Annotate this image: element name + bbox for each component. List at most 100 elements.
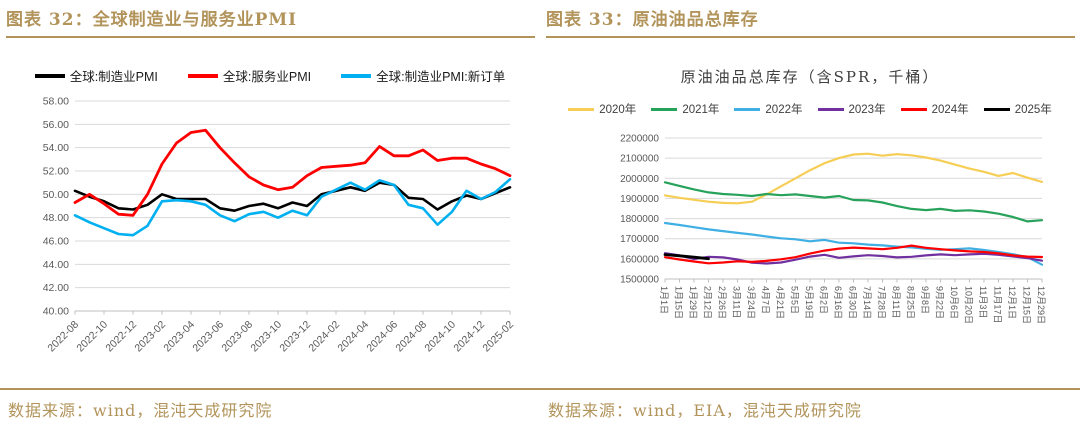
x-tick-label: 2024-10 <box>422 319 458 355</box>
x-tick-label: 2024-08 <box>393 319 429 355</box>
x-tick-label: 6月30日 <box>848 286 858 319</box>
x-tick-label: 2024-04 <box>335 319 371 355</box>
x-tick-label: 7月28日 <box>877 286 887 319</box>
x-tick-label: 3月24日 <box>746 286 756 319</box>
legend-item-2023年: 2023年 <box>817 101 886 117</box>
oil-inventory-line-chart: 2200000 2100000 2000000 1900000 1800000 17000… <box>620 134 1046 325</box>
y-tick-label: 2100000 <box>620 154 659 165</box>
series-line-2025年 <box>663 253 710 261</box>
figure-32-data-source: 数据来源：wind，混沌天成研究院 <box>8 401 273 420</box>
x-tick-label: 2024-06 <box>364 319 400 355</box>
figure-33-panel: 图表 33：原油油品总库存 原油油品总库存（含SPR，千桶） 2020年 2021… <box>540 0 1080 426</box>
x-tick-label: 2022-08 <box>45 319 81 355</box>
legend-swatch <box>34 73 65 78</box>
x-tick-label: 2023-08 <box>219 319 255 355</box>
legend-swatch <box>983 107 1010 111</box>
series-line-2020年 <box>663 152 1044 205</box>
x-tick-label: 8月11日 <box>891 286 901 318</box>
figure-32-panel: 图表 32：全球制造业与服务业PMI 全球:制造业PMI 全球:服务业PMI 全球:… <box>0 5 540 420</box>
y-tick-label: 1600000 <box>620 254 659 265</box>
y-tick-label: 54.00 <box>43 142 69 154</box>
y-tick-label: 1700000 <box>620 234 659 245</box>
x-tick-label: 11月3日 <box>978 286 988 318</box>
y-tick-label: 2000000 <box>620 174 659 185</box>
x-tick-label: 9月22日 <box>935 286 945 319</box>
y-tick-label: 2200000 <box>620 134 659 145</box>
legend-label: 2023年 <box>848 104 886 116</box>
y-tick-label: 52.00 <box>43 166 69 178</box>
x-tick-label: 2023-04 <box>161 319 197 355</box>
legend-item-全球:制造业PMI: 全球:制造业PMI <box>34 66 158 85</box>
y-tick-label: 44.00 <box>43 259 69 271</box>
legend-item-2020年: 2020年 <box>568 101 636 117</box>
x-tick-label: 2022-12 <box>103 319 139 355</box>
x-tick-label: 2024-12 <box>451 319 487 355</box>
x-tick-label: 2025-02 <box>480 319 516 355</box>
series-line-全球:制造业PMI:新订单 <box>73 177 512 237</box>
legend-label: 全球:制造业PMI <box>69 70 158 84</box>
legend-label: 全球:服务业PMI <box>222 70 312 84</box>
x-tick-label: 1月29日 <box>688 286 698 319</box>
legend-label: 全球:制造业PMI:新订单 <box>376 70 506 84</box>
x-tick-label: 12月15日 <box>1022 286 1032 324</box>
x-tick-label: 4月21日 <box>775 286 785 319</box>
x-tick-label: 3月11日 <box>732 286 742 318</box>
legend-item-全球:制造业PMI:新订单: 全球:制造业PMI:新订单 <box>341 66 505 85</box>
y-tick-label: 1500000 <box>620 275 659 286</box>
series-line-全球:服务业PMI <box>73 128 512 217</box>
legend-item-全球:服务业PMI: 全球:服务业PMI <box>187 66 312 85</box>
x-tick-label: 2024-02 <box>306 319 342 355</box>
y-tick-label: 48.00 <box>43 212 69 224</box>
x-tick-label: 2月26日 <box>717 286 727 319</box>
x-tick-label: 1月1日 <box>659 286 669 314</box>
y-tick-label: 42.00 <box>43 282 69 294</box>
y-tick-label: 58.00 <box>43 96 69 108</box>
x-tick-label: 10月6日 <box>949 286 959 319</box>
legend-swatch <box>900 107 927 111</box>
figure-33-data-source: 数据来源：wind，EIA，混沌天成研究院 <box>548 401 862 420</box>
x-tick-label: 5月19日 <box>804 286 814 319</box>
x-tick-label: 10月20日 <box>964 286 974 324</box>
x-tick-label: 6月2日 <box>819 286 829 314</box>
legend-swatch <box>817 107 844 111</box>
x-tick-label: 4月7日 <box>761 286 771 314</box>
x-tick-label: 9月8日 <box>920 286 930 314</box>
x-tick-label: 2023-12 <box>277 319 313 355</box>
x-tick-label: 7月14日 <box>862 286 872 319</box>
x-tick-label: 2月12日 <box>703 286 713 319</box>
y-tick-label: 1800000 <box>620 214 659 225</box>
x-tick-label: 1月15日 <box>674 286 684 319</box>
series-line-2024年 <box>663 244 1044 265</box>
x-tick-label: 12月1日 <box>1007 286 1017 319</box>
series-line-2023年 <box>663 252 1044 265</box>
legend-item-2024年: 2024年 <box>900 101 969 117</box>
series-line-全球:制造业PMI <box>73 181 512 212</box>
figure-33-caption: 图表 33：原油油品总库存 <box>546 5 1075 38</box>
figure-32-caption: 图表 32：全球制造业与服务业PMI <box>6 5 535 38</box>
x-tick-label: 2022-10 <box>74 319 110 355</box>
series-line-2022年 <box>663 221 1044 266</box>
legend-swatch <box>568 107 595 111</box>
pmi-chart-legend: 全球:制造业PMI 全球:服务业PMI 全球:制造业PMI:新订单 <box>0 66 540 85</box>
x-tick-label: 6月16日 <box>833 286 843 319</box>
x-tick-label: 5月5日 <box>790 286 800 314</box>
x-tick-label: 8月25日 <box>906 286 916 319</box>
y-tick-label: 1900000 <box>620 194 659 205</box>
y-tick-label: 50.00 <box>43 189 69 201</box>
x-tick-label: 2023-02 <box>132 319 168 355</box>
legend-item-2022年: 2022年 <box>734 101 803 117</box>
x-tick-label: 2023-10 <box>248 319 284 355</box>
legend-label: 2022年 <box>765 104 803 116</box>
legend-label: 2024年 <box>931 104 969 116</box>
series-line-2021年 <box>663 181 1044 223</box>
legend-swatch <box>187 73 218 78</box>
legend-swatch <box>341 73 372 78</box>
legend-label: 2025年 <box>1014 104 1052 116</box>
legend-swatch <box>734 107 761 111</box>
pmi-line-chart: 58.00 56.00 54.00 52.00 50.00 48.00 46.00 44.00… <box>43 96 517 355</box>
x-tick-label: 11月17日 <box>993 286 1003 323</box>
oil-inventory-chart-title: 原油油品总库存（含SPR，千桶） <box>680 68 940 86</box>
legend-label: 2021年 <box>682 104 720 116</box>
y-tick-label: 40.00 <box>43 306 69 318</box>
